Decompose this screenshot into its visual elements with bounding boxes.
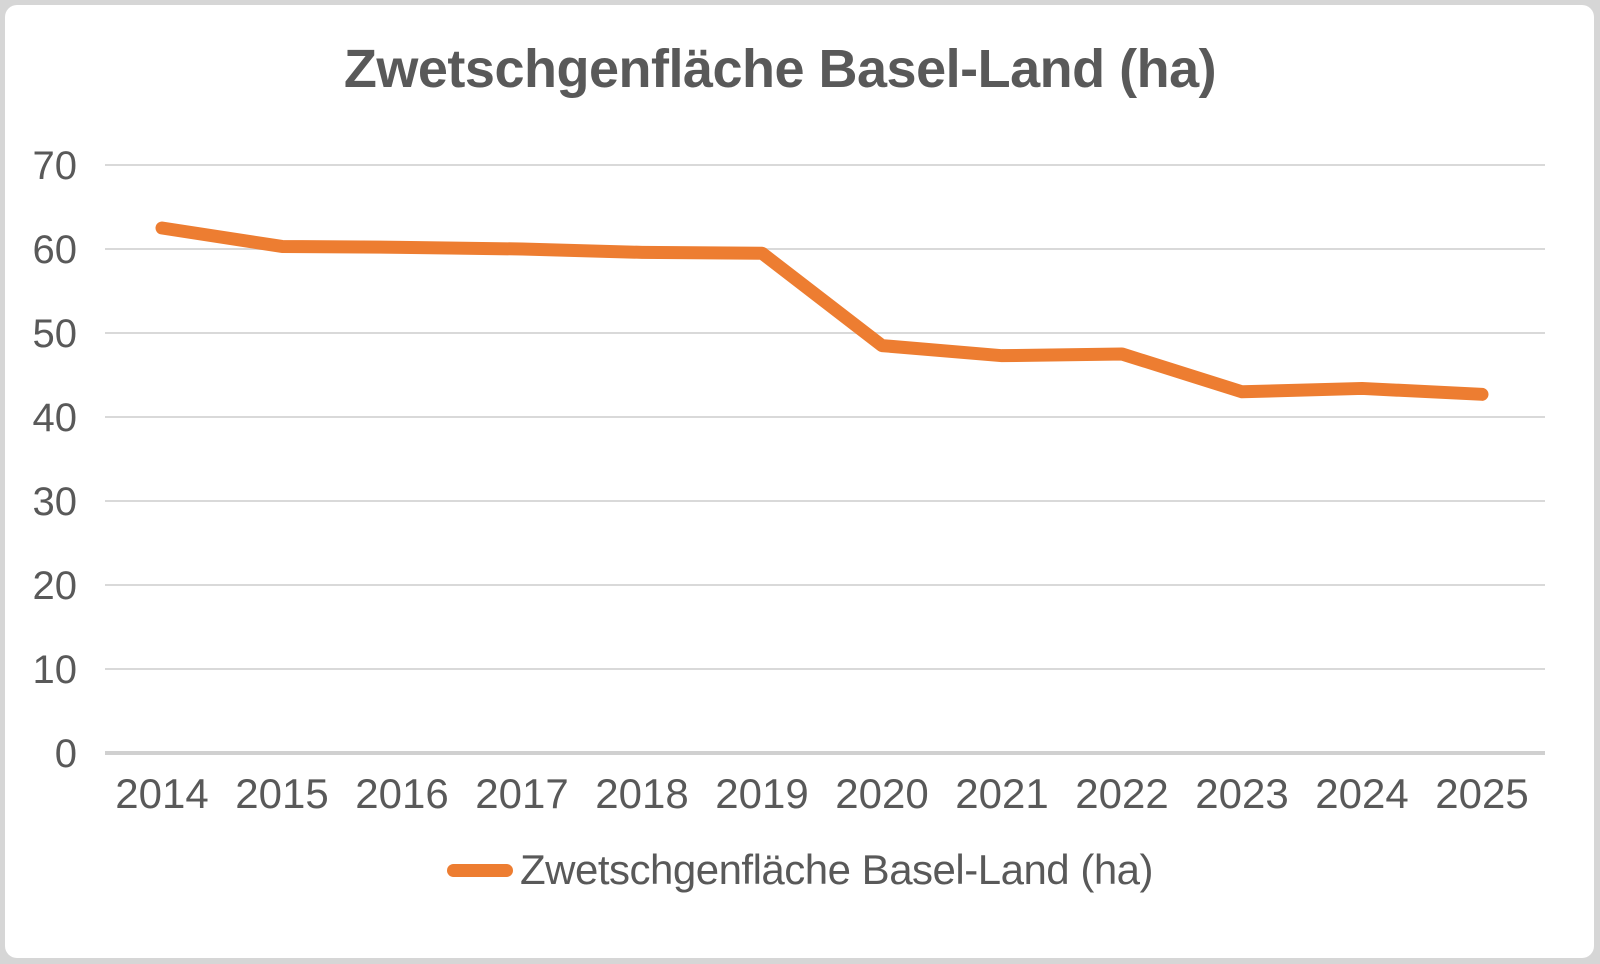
x-axis-tick-label: 2024: [1315, 770, 1408, 817]
y-axis-tick-label: 0: [55, 732, 77, 776]
x-axis-tick-label: 2016: [355, 770, 448, 817]
x-axis-tick-label: 2017: [475, 770, 568, 817]
chart-card: [5, 5, 1594, 958]
series-line-zwetschgenflaeche: [155, 221, 1489, 401]
x-axis-tick-label: 2021: [955, 770, 1048, 817]
chart-title: Zwetschgenfläche Basel-Land (ha): [343, 39, 1217, 99]
y-axis-tick-label: 50: [33, 312, 78, 356]
x-axis-tick-label: 2014: [115, 770, 208, 817]
x-axis-tick-label: 2018: [595, 770, 688, 817]
legend-series-label: Zwetschgenfläche Basel-Land (ha): [519, 846, 1154, 893]
y-axis-tick-label: 60: [33, 228, 78, 272]
y-axis-tick-label: 10: [33, 648, 78, 692]
y-axis-tick-label: 70: [33, 144, 78, 188]
x-axis-tick-label: 2019: [715, 770, 808, 817]
x-axis-tick-label: 2025: [1435, 770, 1528, 817]
y-axis-tick-label: 40: [33, 396, 78, 440]
x-axis-tick-label: 2020: [835, 770, 928, 817]
x-axis-tick-label: 2022: [1075, 770, 1168, 817]
chart-legend: Zwetschgenfläche Basel-Land (ha): [0, 846, 1600, 894]
legend-line-swatch-icon: [446, 863, 513, 877]
x-axis-tick-label: 2015: [235, 770, 328, 817]
y-axis-tick-label: 30: [33, 480, 78, 524]
x-axis-tick-label: 2023: [1195, 770, 1288, 817]
y-axis-tick-label: 20: [33, 564, 78, 608]
